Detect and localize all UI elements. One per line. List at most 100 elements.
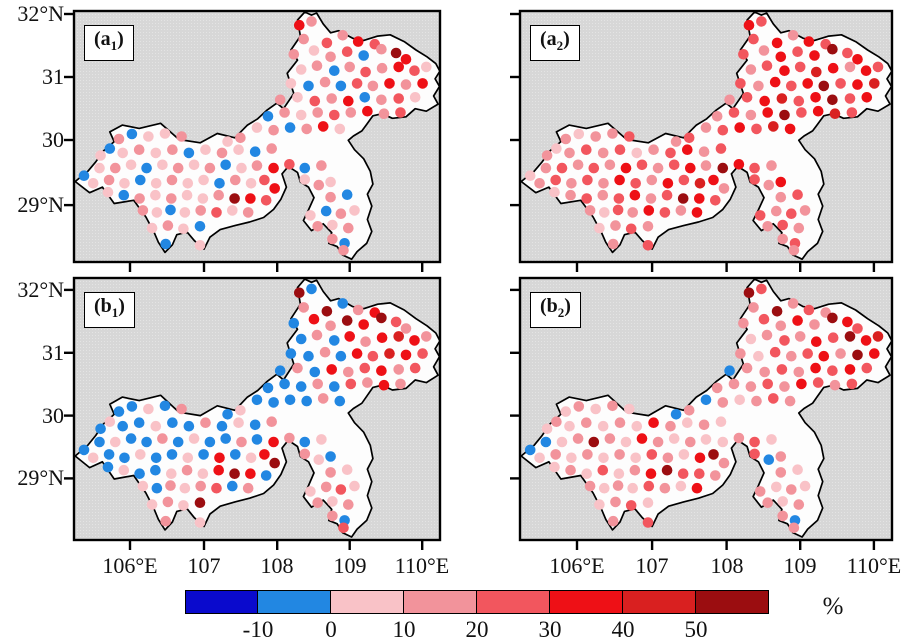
station-dot (343, 499, 354, 510)
station-dot (588, 436, 600, 448)
station-dot (683, 405, 695, 416)
station-dot (251, 434, 263, 445)
station-dot (251, 394, 263, 406)
station-dot (745, 64, 757, 75)
station-dot (301, 395, 312, 407)
station-dot (162, 496, 174, 508)
station-dot (771, 205, 782, 217)
station-dot (126, 401, 138, 412)
station-dot (134, 193, 145, 204)
station-dot (661, 189, 673, 201)
station-dot (378, 379, 390, 391)
station-dot (787, 30, 799, 41)
station-dot (642, 497, 654, 508)
station-dot (607, 515, 619, 527)
station-dot (852, 79, 863, 90)
station-dot (700, 160, 712, 171)
station-dot (766, 434, 777, 445)
station-dot (745, 109, 757, 121)
station-dot (341, 315, 353, 326)
station-dot (176, 131, 187, 142)
station-dot (301, 123, 312, 135)
station-dot (319, 346, 331, 358)
station-dot (735, 348, 746, 359)
station-dot (352, 36, 364, 47)
station-dot (734, 394, 745, 406)
station-dot (178, 223, 189, 235)
station-dot (102, 461, 114, 473)
station-dot (320, 481, 332, 493)
station-dot (165, 480, 176, 491)
station-dot (213, 189, 224, 201)
station-dot (284, 122, 296, 133)
station-dot (378, 108, 390, 119)
station-dot (327, 233, 338, 245)
station-dot (811, 336, 822, 347)
station-dot (802, 348, 813, 359)
station-dot (648, 417, 659, 428)
panel-label-a2-sub: 2 (556, 38, 564, 53)
station-dot (172, 162, 184, 174)
station-dot (550, 174, 561, 186)
station-dot (141, 162, 152, 174)
station-dot (183, 147, 195, 159)
station-dot (367, 350, 379, 362)
station-dot (311, 60, 323, 71)
station-dot (245, 178, 257, 189)
colorbar-unit-label: % (822, 593, 844, 620)
station-dot (646, 449, 658, 460)
station-dot (613, 468, 625, 479)
station-dot (326, 364, 337, 375)
station-dot (294, 19, 305, 31)
station-dot (584, 480, 596, 492)
station-dot (844, 61, 856, 73)
colorbar-tick-label: 50 (684, 617, 708, 642)
station-dot (400, 54, 412, 65)
station-dot (590, 403, 601, 415)
station-dot (749, 436, 760, 448)
station-dot (326, 93, 337, 104)
station-dot (317, 393, 329, 404)
station-dot (793, 95, 805, 107)
station-dot (717, 124, 729, 136)
station-dot (524, 170, 536, 181)
station-dot (844, 364, 856, 375)
station-dot (717, 436, 729, 448)
station-dot (642, 517, 654, 528)
station-dot (614, 174, 625, 186)
station-dot (698, 146, 710, 157)
station-dot (150, 178, 162, 189)
station-dot (842, 316, 853, 328)
station-dot (262, 111, 274, 122)
station-dot (329, 335, 340, 346)
station-dot (829, 379, 841, 391)
station-dot (118, 189, 130, 201)
station-dot (550, 449, 561, 460)
colorbar-tick-label: -10 (242, 617, 274, 642)
station-dot (306, 16, 317, 27)
station-dot (685, 436, 696, 448)
station-dot (262, 382, 274, 394)
station-dot (749, 174, 760, 185)
y-tick-label: 32°N (17, 1, 64, 26)
y-tick-label: 29°N (17, 192, 64, 217)
station-dot (678, 174, 690, 186)
station-dot (665, 420, 676, 432)
station-dot (295, 64, 307, 75)
station-dot (303, 350, 314, 362)
station-dot (376, 62, 388, 74)
station-dot (150, 452, 162, 464)
station-dot (753, 80, 764, 92)
station-dot (159, 128, 171, 139)
panel-label-b2-close: ) (564, 295, 571, 317)
station-dot (194, 240, 206, 251)
station-dot (337, 298, 349, 309)
station-dot (645, 193, 657, 204)
station-dot (341, 464, 353, 475)
map-panel-a2 (510, 9, 894, 272)
station-dot (758, 313, 770, 325)
station-dot (620, 436, 632, 448)
station-dot (565, 464, 576, 476)
station-dot (614, 449, 625, 460)
